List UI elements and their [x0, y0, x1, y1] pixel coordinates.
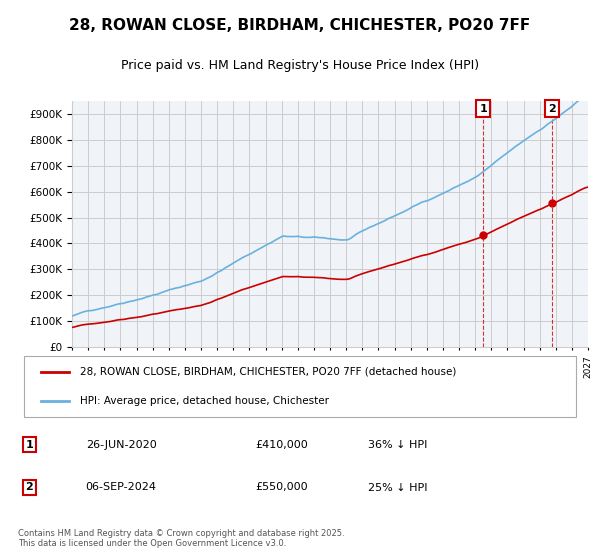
Text: 06-SEP-2024: 06-SEP-2024 — [86, 483, 157, 492]
Text: £550,000: £550,000 — [255, 483, 308, 492]
Text: 2: 2 — [25, 483, 33, 492]
Text: 26-JUN-2020: 26-JUN-2020 — [86, 440, 157, 450]
Text: 1: 1 — [479, 104, 487, 114]
Text: £410,000: £410,000 — [255, 440, 308, 450]
FancyBboxPatch shape — [23, 356, 577, 417]
Text: 2: 2 — [548, 104, 556, 114]
Text: 36% ↓ HPI: 36% ↓ HPI — [368, 440, 427, 450]
Text: Price paid vs. HM Land Registry's House Price Index (HPI): Price paid vs. HM Land Registry's House … — [121, 59, 479, 72]
Text: Contains HM Land Registry data © Crown copyright and database right 2025.
This d: Contains HM Land Registry data © Crown c… — [18, 529, 344, 548]
Text: 28, ROWAN CLOSE, BIRDHAM, CHICHESTER, PO20 7FF: 28, ROWAN CLOSE, BIRDHAM, CHICHESTER, PO… — [70, 18, 530, 32]
Text: HPI: Average price, detached house, Chichester: HPI: Average price, detached house, Chic… — [80, 396, 329, 406]
Text: 28, ROWAN CLOSE, BIRDHAM, CHICHESTER, PO20 7FF (detached house): 28, ROWAN CLOSE, BIRDHAM, CHICHESTER, PO… — [80, 367, 457, 377]
Text: 1: 1 — [25, 440, 33, 450]
Text: 25% ↓ HPI: 25% ↓ HPI — [368, 483, 427, 492]
